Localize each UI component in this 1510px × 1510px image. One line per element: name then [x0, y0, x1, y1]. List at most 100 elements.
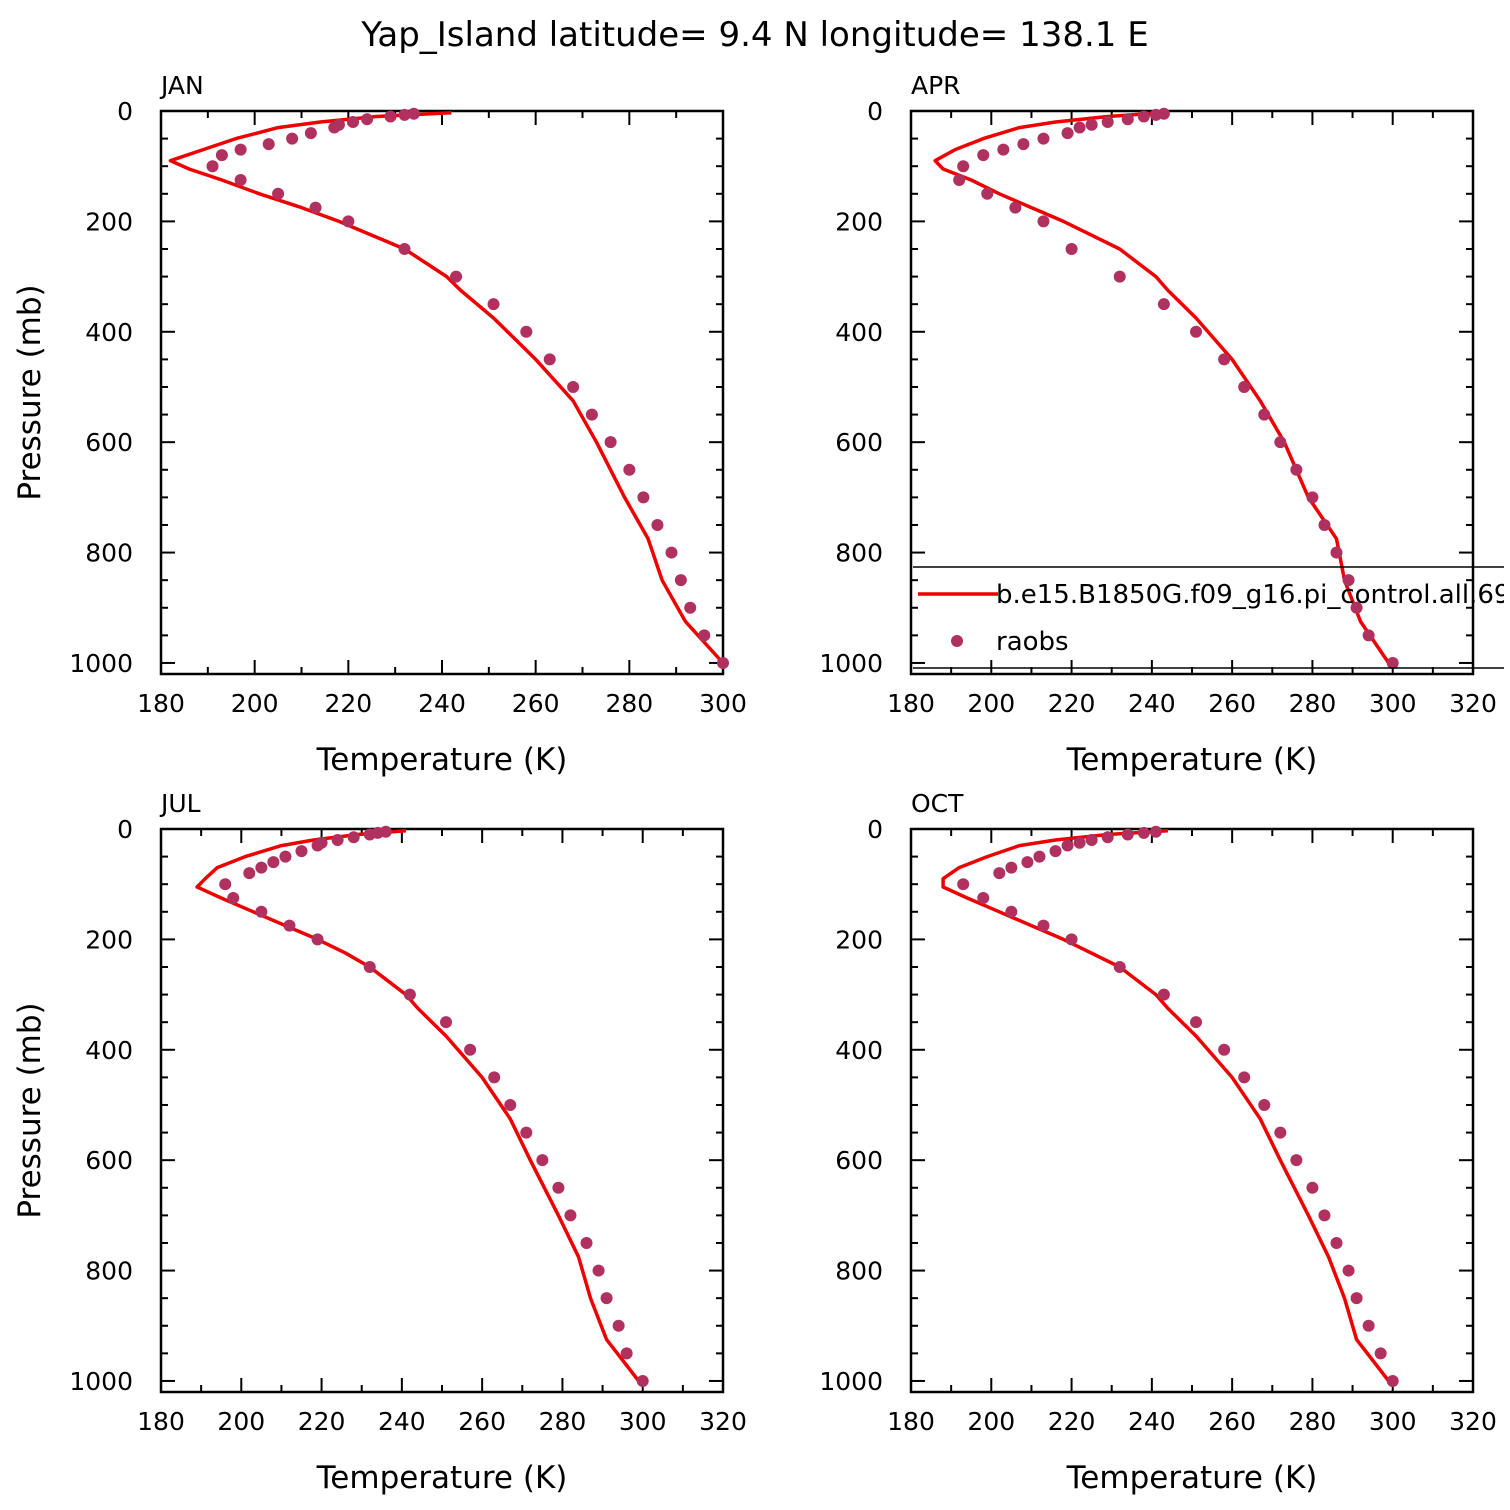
x-tick-label: 280 — [1289, 689, 1337, 718]
raobs-point — [440, 1016, 453, 1029]
raobs-point — [1238, 380, 1251, 393]
y-tick-label: 1000 — [819, 1367, 883, 1396]
raobs-point — [1121, 113, 1134, 126]
y-tick-label: 800 — [835, 1257, 883, 1286]
raobs-point — [227, 891, 240, 904]
y-tick-label: 0 — [867, 815, 883, 844]
raobs-point — [1342, 574, 1355, 587]
raobs-point — [1362, 629, 1375, 642]
x-tick-label: 280 — [1289, 1407, 1337, 1436]
raobs-point — [612, 1319, 625, 1332]
raobs-point — [1350, 1292, 1363, 1305]
raobs-point — [1113, 960, 1126, 973]
raobs-point — [1290, 463, 1303, 476]
raobs-point — [1049, 845, 1062, 858]
panel-label: APR — [911, 71, 961, 100]
x-axis-label: Temperature (K) — [1066, 742, 1318, 778]
y-tick-label: 0 — [867, 97, 883, 126]
raobs-point — [504, 1098, 517, 1111]
raobs-point — [1218, 353, 1231, 366]
x-tick-label: 200 — [231, 689, 279, 718]
legend-label-raobs: raobs — [996, 627, 1069, 657]
raobs-point — [342, 215, 355, 228]
y-axis-label: Pressure (mb) — [12, 284, 48, 500]
x-axis-label: Temperature (K) — [1066, 1460, 1318, 1496]
raobs-point — [520, 325, 533, 338]
x-tick-label: 320 — [699, 1407, 747, 1436]
raobs-point — [620, 1347, 633, 1360]
y-tick-label: 600 — [835, 428, 883, 457]
raobs-point — [1386, 1374, 1399, 1387]
x-tick-label: 180 — [887, 1407, 935, 1436]
y-tick-label: 1000 — [69, 1367, 133, 1396]
raobs-point — [977, 149, 990, 162]
panel-label: JUL — [159, 789, 201, 818]
x-tick-label: 180 — [887, 689, 935, 718]
x-tick-label: 280 — [605, 689, 653, 718]
raobs-point — [1061, 127, 1074, 140]
raobs-point — [585, 408, 598, 421]
raobs-point — [1274, 1126, 1287, 1139]
raobs-point — [398, 108, 411, 121]
raobs-point — [1157, 298, 1170, 311]
raobs-point — [1085, 118, 1098, 131]
raobs-point — [1065, 933, 1078, 946]
raobs-point — [543, 353, 556, 366]
y-tick-label: 200 — [85, 925, 133, 954]
raobs-point — [272, 187, 285, 200]
raobs-point — [1137, 110, 1150, 123]
raobs-point — [1005, 861, 1018, 874]
y-tick-label: 600 — [835, 1146, 883, 1175]
y-tick-label: 400 — [835, 318, 883, 347]
x-tick-label: 260 — [512, 689, 560, 718]
x-tick-label: 260 — [458, 1407, 506, 1436]
x-tick-label: 200 — [217, 1407, 265, 1436]
raobs-point — [1258, 1098, 1271, 1111]
raobs-point — [1065, 242, 1078, 255]
panel-jan: JAN 180 200 220 240 260 280 300 0 200 400 600 800 100… — [12, 71, 747, 778]
plot-frame — [909, 827, 1475, 1394]
legend-label-model: b.e15.B1850G.f09_g16.pi_control.all.69 — [996, 580, 1510, 610]
x-tick-label: 220 — [1048, 1407, 1096, 1436]
raobs-point — [684, 601, 697, 614]
raobs-point — [1386, 656, 1399, 669]
raobs-point — [347, 116, 360, 129]
raobs-point — [1149, 825, 1162, 838]
raobs-point — [1113, 270, 1126, 283]
y-tick-label: 1000 — [69, 649, 133, 678]
legend: b.e15.B1850G.f09_g16.pi_control.all.69ra… — [913, 566, 1510, 669]
raobs-point — [981, 187, 994, 200]
raobs-point — [674, 574, 687, 587]
raobs-point — [564, 1209, 577, 1222]
panel-apr: APR 180 200 220 240 260 280 300 320 0 200 400 600 800… — [819, 71, 1510, 778]
raobs-point — [604, 436, 617, 449]
raobs-point — [953, 173, 966, 186]
model-series-line — [941, 828, 1391, 1383]
raobs-point — [1101, 116, 1114, 129]
raobs-point — [450, 270, 463, 283]
raobs-point — [215, 149, 228, 162]
x-tick-label: 180 — [137, 1407, 185, 1436]
y-tick-label: 200 — [835, 207, 883, 236]
raobs-point — [328, 121, 341, 134]
raobs-point — [262, 138, 275, 151]
raobs-point — [1073, 121, 1086, 134]
raobs-point — [464, 1043, 477, 1056]
panel-label: JAN — [159, 71, 204, 100]
raobs-point — [1085, 834, 1098, 847]
raobs-point — [384, 110, 397, 123]
raobs-point — [1362, 1319, 1375, 1332]
raobs-point — [1190, 1016, 1203, 1029]
raobs-point — [567, 380, 580, 393]
raobs-point — [295, 845, 308, 858]
raobs-point — [1037, 919, 1050, 932]
panels: JAN 180 200 220 240 260 280 300 0 200 400 600 800 100… — [12, 71, 1510, 1496]
raobs-point — [311, 933, 324, 946]
raobs-point — [1238, 1071, 1251, 1084]
raobs-point — [363, 828, 376, 841]
raobs-point — [407, 107, 420, 120]
x-axis-label: Temperature (K) — [316, 742, 568, 778]
raobs-point — [283, 919, 296, 932]
raobs-point — [363, 960, 376, 973]
